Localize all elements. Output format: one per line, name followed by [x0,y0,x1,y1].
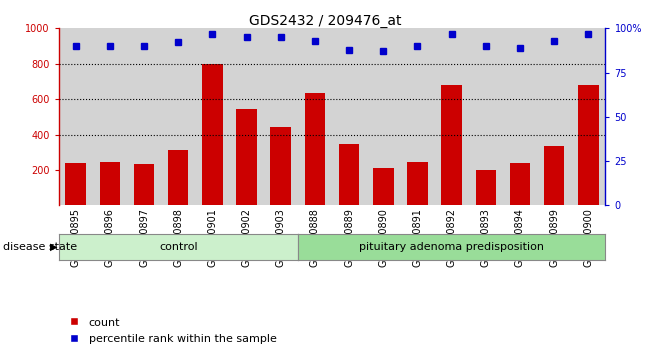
Bar [92,28,127,205]
Bar [168,149,188,205]
Bar [373,168,393,205]
Bar [571,28,605,205]
Bar [339,144,359,205]
Bar [332,28,366,205]
Bar [270,127,291,205]
Bar [475,170,496,205]
Bar [400,28,434,205]
Text: GDS2432 / 209476_at: GDS2432 / 209476_at [249,14,402,28]
Bar [127,28,161,205]
Bar [298,28,332,205]
Bar [65,163,86,205]
Bar [510,163,530,205]
Bar [229,28,264,205]
Bar [366,28,400,205]
Bar [264,28,298,205]
Bar [202,64,223,205]
Text: control: control [159,242,197,252]
Bar [133,164,154,205]
Text: disease state: disease state [3,242,77,252]
Bar [59,28,92,205]
Text: ▶: ▶ [50,242,58,252]
Bar [407,162,428,205]
Bar [236,109,256,205]
Bar [503,28,537,205]
Bar [161,28,195,205]
Bar [195,28,229,205]
Bar [578,85,598,205]
Text: pituitary adenoma predisposition: pituitary adenoma predisposition [359,242,544,252]
Bar [469,28,503,205]
Legend: count, percentile rank within the sample: count, percentile rank within the sample [64,313,281,348]
Bar [100,162,120,205]
Bar [434,28,469,205]
Bar [305,93,325,205]
Bar [537,28,571,205]
Bar [544,146,564,205]
Bar [441,85,462,205]
